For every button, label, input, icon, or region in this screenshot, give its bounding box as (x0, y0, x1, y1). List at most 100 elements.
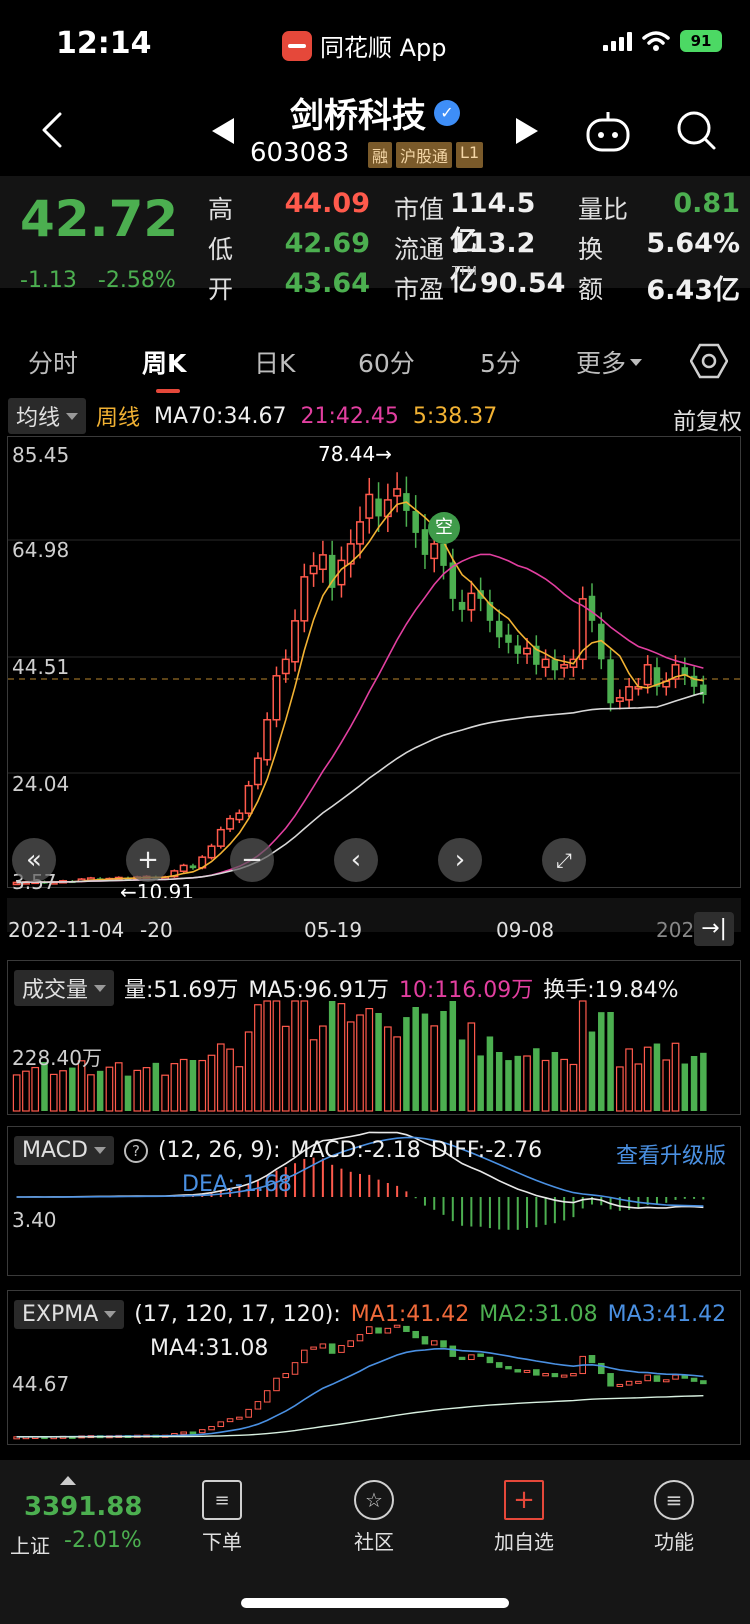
volume-dropdown[interactable]: 成交量 (14, 970, 115, 1006)
nav-add-watchlist[interactable]: + 加自选 (474, 1480, 574, 1555)
candle (533, 645, 540, 665)
tab-weekly-k[interactable]: 周K (142, 349, 187, 378)
volume-bar (179, 1058, 188, 1112)
candle (328, 554, 336, 588)
back-icon[interactable] (34, 110, 74, 150)
x-label-3: 05-19 (304, 918, 363, 942)
stock-title: 剑桥科技 ✓ (0, 88, 750, 137)
volume-bar (291, 1000, 299, 1112)
help-icon[interactable]: ? (123, 1138, 148, 1163)
verified-icon: ✓ (434, 99, 460, 126)
tab-timeshare[interactable]: 分时 (28, 349, 79, 378)
volume-bar (375, 1013, 382, 1111)
y-label-top: 85.45 (12, 443, 70, 467)
expma-chart (13, 1324, 707, 1440)
volume-bar (625, 1048, 633, 1112)
kline-chart-panel[interactable] (7, 436, 741, 888)
candle (625, 686, 634, 701)
volume-bar (486, 1036, 494, 1111)
tab-60min[interactable]: 60分 (358, 349, 415, 378)
macd-panel[interactable] (7, 1126, 741, 1276)
expma-candle (533, 1369, 540, 1376)
index-value[interactable]: 3391.88 (24, 1492, 143, 1522)
tab-5min[interactable]: 5分 (480, 349, 521, 378)
candle (578, 598, 587, 661)
candle (383, 499, 392, 518)
expma-candle (477, 1353, 484, 1357)
macd-dropdown-label: MACD (22, 1138, 88, 1163)
minus-icon: − (241, 845, 263, 875)
x-axis (7, 898, 741, 932)
nav-add-watchlist-label: 加自选 (494, 1530, 554, 1554)
volume-bar (412, 1007, 419, 1111)
volume-panel[interactable] (7, 960, 741, 1115)
expma-dropdown[interactable]: EXPMA (14, 1300, 125, 1329)
candle (440, 543, 447, 566)
pe-superscript: TTM (452, 264, 477, 278)
candle (551, 659, 559, 671)
candle (281, 658, 290, 675)
candle (412, 510, 419, 533)
expma-candle (505, 1366, 512, 1370)
search-icon[interactable] (674, 108, 718, 152)
ma-dropdown[interactable]: 均线 (8, 398, 87, 434)
volume-bar (254, 1004, 262, 1112)
candle (541, 658, 550, 668)
volume-bar (235, 1066, 244, 1112)
next-stock-icon[interactable] (516, 118, 538, 144)
tab-more[interactable]: 更多 (576, 344, 643, 380)
nav-functions[interactable]: ≡ 功能 (624, 1480, 724, 1555)
chevron-down-icon (104, 1311, 117, 1318)
volume-turnover: 换手:19.84% (543, 978, 679, 1003)
volume-bar (152, 1062, 160, 1111)
short-signal-marker[interactable]: 空 (428, 512, 460, 544)
candle (467, 592, 476, 611)
nav-order[interactable]: ≡ 下单 (172, 1480, 272, 1555)
candle (309, 565, 318, 575)
expma-panel[interactable] (7, 1290, 741, 1445)
zoom-in-button[interactable]: + (126, 838, 170, 882)
jump-latest-button[interactable]: →| (694, 912, 734, 946)
robot-assistant-icon[interactable] (584, 110, 632, 154)
volume-bar (523, 1055, 531, 1112)
volume-bar (69, 1067, 76, 1111)
candle (189, 865, 197, 869)
expma-candle (273, 1377, 280, 1392)
adjust-mode[interactable]: 前复权 (673, 409, 742, 435)
scroll-left-button[interactable]: ‹ (334, 838, 378, 882)
expma-candle (282, 1373, 290, 1379)
volume-bar (505, 1060, 512, 1111)
scroll-right-button[interactable]: › (438, 838, 482, 882)
max-price-label: 78.44→ (318, 442, 393, 466)
prev-stock-icon[interactable] (212, 118, 234, 144)
volume-bar (207, 1054, 216, 1112)
index-expand-icon[interactable] (60, 1476, 76, 1485)
candle (318, 554, 327, 571)
candle (514, 645, 522, 654)
expma-candle (421, 1336, 429, 1345)
price-change: -1.13 -2.58% (20, 268, 176, 293)
volume-bar (551, 1052, 559, 1111)
volume-bar (514, 1055, 522, 1111)
expma-candle (700, 1380, 707, 1385)
nav-community[interactable]: ☆ 社区 (324, 1480, 424, 1555)
volume-bar (216, 1043, 225, 1112)
ma-indicator-row: 均线 周线 MA70:34.67 21:42.45 5:38.37 (8, 398, 497, 434)
zoom-out-button[interactable]: − (230, 838, 274, 882)
tab-daily-k[interactable]: 日K (254, 349, 296, 378)
fullscreen-button[interactable]: ⤢ (542, 838, 586, 882)
expma-candle (412, 1330, 419, 1339)
candle (244, 784, 253, 814)
candle (393, 488, 402, 497)
settings-hexagon-icon[interactable] (690, 342, 728, 380)
expma-candle (681, 1375, 689, 1379)
last-price: 42.72 (20, 190, 179, 248)
upgrade-link[interactable]: 查看升级版 (616, 1144, 727, 1169)
x-label-2: -20 (140, 918, 173, 942)
expma-candle (393, 1324, 401, 1328)
expma-candle (597, 1362, 605, 1375)
expma-candle (523, 1369, 531, 1373)
macd-dropdown[interactable]: MACD (14, 1136, 114, 1165)
candle (291, 620, 300, 663)
rewind-button[interactable]: « (12, 838, 56, 882)
